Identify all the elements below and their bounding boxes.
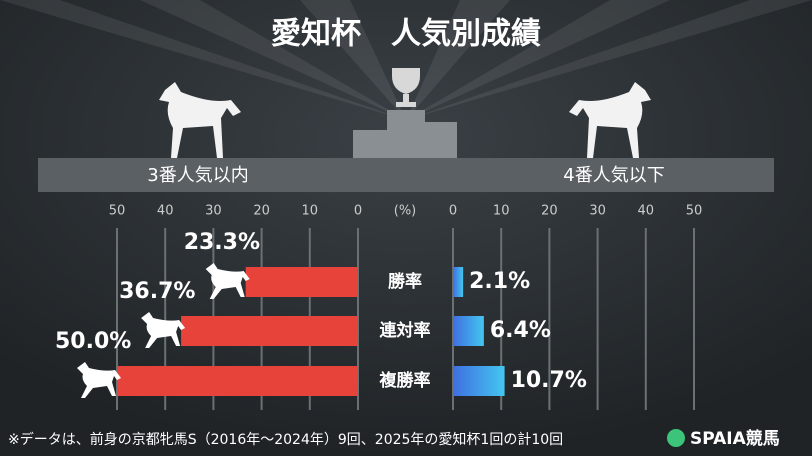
brand: SPAIA競馬 [690, 428, 780, 449]
horse-icon [141, 312, 186, 348]
left-tick-label: 10 [302, 204, 319, 219]
trophy [392, 68, 420, 107]
footnote: ※データは、前身の京都牝馬S（2016年～2024年）9回、2025年の愛知杯1… [8, 431, 563, 448]
right-tick-label: 20 [541, 204, 558, 219]
right-tick-label: 0 [449, 204, 457, 219]
bar [117, 366, 358, 396]
bar [453, 366, 505, 396]
right-tick-label: 10 [493, 204, 510, 219]
left-tick-label: 30 [205, 204, 222, 219]
category-label: 勝率 [388, 271, 422, 292]
left-tick-label: 0 [354, 204, 362, 219]
bar [181, 316, 358, 346]
right-tick-label: 50 [686, 204, 703, 219]
bar [453, 267, 464, 297]
value-label: 10.7% [511, 368, 587, 393]
horse-icon [77, 362, 121, 398]
left-group-label: 3番人気以内 [147, 165, 248, 186]
left-tick-label: 40 [157, 204, 174, 219]
value-label: 6.4% [490, 318, 551, 343]
podium [353, 110, 457, 158]
value-label: 23.3% [184, 230, 260, 255]
header-band [38, 158, 774, 192]
horse-icon [205, 263, 250, 299]
background-stripes [0, 0, 812, 120]
category-label: 複勝率 [379, 370, 431, 391]
chart-title: 愛知杯 人気別成績 [271, 17, 541, 52]
horse-silhouette [159, 82, 651, 158]
value-label: 36.7% [119, 279, 195, 304]
value-label: 2.1% [469, 269, 530, 294]
right-tick-label: 40 [638, 204, 655, 219]
value-label: 50.0% [55, 329, 131, 354]
brand-logo [667, 429, 685, 447]
left-tick-label: 50 [109, 204, 126, 219]
right-tick-label: 30 [589, 204, 606, 219]
bar [245, 267, 358, 297]
bar [453, 316, 484, 346]
category-label: 連対率 [380, 320, 431, 341]
left-tick-label: 20 [253, 204, 270, 219]
right-group-label: 4番人気以下 [563, 165, 664, 186]
unit-label: (%) [394, 204, 417, 219]
